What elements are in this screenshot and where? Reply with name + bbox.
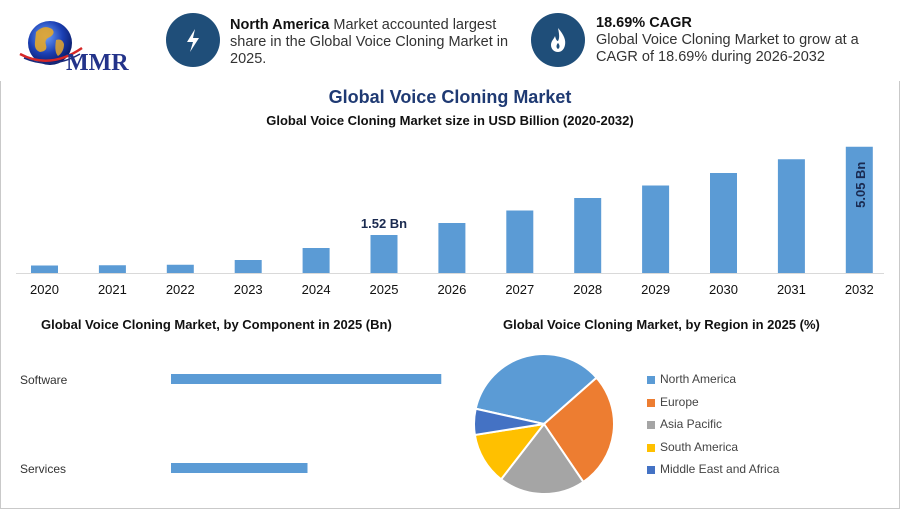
bar-2024 bbox=[302, 248, 330, 273]
x-tick-2021: 2021 bbox=[98, 282, 127, 297]
x-tick-2029: 2029 bbox=[641, 282, 670, 297]
legend-label: Asia Pacific bbox=[660, 417, 723, 431]
x-tick-2026: 2026 bbox=[437, 282, 466, 297]
legend-label: Middle East and Africa bbox=[660, 462, 780, 476]
bar-2022 bbox=[166, 264, 194, 273]
x-tick-2030: 2030 bbox=[709, 282, 738, 297]
category-label-software: Software bbox=[20, 373, 68, 387]
market-size-bar-chart: 2020 2021 2022 2023 2024 2025 1.52 Bn 2026 2027 2… bbox=[16, 146, 884, 297]
flame-icon bbox=[551, 28, 566, 52]
legend-swatch bbox=[647, 443, 655, 452]
mmr-logo: MMR bbox=[14, 10, 144, 76]
highlight2-text: Global Voice Cloning Market to grow at a… bbox=[596, 32, 859, 65]
component-bar-chart: Software Services bbox=[20, 373, 442, 476]
legend-swatch bbox=[647, 376, 655, 384]
bar-2027 bbox=[506, 210, 534, 273]
flame-badge bbox=[531, 13, 585, 67]
cagr-highlight: 18.69% CAGR Global Voice Cloning Market … bbox=[596, 15, 866, 66]
bar-2032 bbox=[845, 146, 873, 273]
logo-text: MMR bbox=[66, 50, 129, 76]
data-label-2025: 1.52 Bn bbox=[361, 216, 407, 231]
bar-chart-title: Global Voice Cloning Market size in USD … bbox=[266, 113, 634, 128]
x-tick-2020: 2020 bbox=[30, 282, 59, 297]
x-tick-2025: 2025 bbox=[370, 282, 399, 297]
north-america-highlight: North America Market accounted largest s… bbox=[230, 17, 510, 68]
legend-swatch bbox=[647, 466, 655, 474]
x-tick-2031: 2031 bbox=[777, 282, 806, 297]
legend-label: Europe bbox=[660, 394, 699, 409]
header-band: MMR North America Market accounted large… bbox=[0, 0, 900, 81]
lightning-icon bbox=[187, 29, 199, 52]
legend-swatch bbox=[647, 398, 655, 407]
legend-label: South America bbox=[660, 439, 739, 454]
x-tick-2024: 2024 bbox=[302, 282, 331, 297]
region-pie-chart bbox=[473, 353, 615, 495]
bar-2020 bbox=[31, 265, 58, 273]
globe-icon bbox=[19, 21, 83, 65]
bar-2023 bbox=[234, 260, 262, 273]
legend-label: North America bbox=[660, 372, 737, 386]
region-chart-title: Global Voice Cloning Market, by Region i… bbox=[503, 317, 820, 332]
pie-slice-north-america bbox=[474, 353, 598, 426]
hbar-software bbox=[171, 374, 442, 384]
category-label-services: Services bbox=[20, 462, 66, 476]
pie-slice-asia-pacific bbox=[499, 422, 585, 495]
bar-2031 bbox=[777, 159, 805, 273]
x-tick-2022: 2022 bbox=[166, 282, 195, 297]
bar-2025 bbox=[370, 235, 398, 273]
pie-slice-europe bbox=[542, 376, 615, 484]
lightning-badge bbox=[166, 13, 220, 67]
bar-2026 bbox=[438, 223, 466, 273]
bar-2029 bbox=[642, 185, 670, 273]
pie-slice-middle-east-and-africa bbox=[473, 407, 545, 437]
hbar-services bbox=[171, 463, 308, 473]
bar-2028 bbox=[574, 198, 602, 273]
data-label-2032: 5.05 Bn bbox=[853, 162, 868, 208]
x-tick-2023: 2023 bbox=[234, 282, 263, 297]
x-tick-2028: 2028 bbox=[573, 282, 602, 297]
page-title: Global Voice Cloning Market bbox=[328, 87, 572, 107]
x-tick-2032: 2032 bbox=[845, 282, 874, 297]
highlight2-bold: 18.69% CAGR bbox=[596, 15, 692, 31]
highlight1-bold: North America bbox=[230, 17, 330, 33]
legend-swatch bbox=[647, 421, 655, 429]
component-chart-title: Global Voice Cloning Market, by Componen… bbox=[41, 317, 392, 332]
highlight1-text: Market accounted largest share in the Gl… bbox=[230, 17, 509, 67]
bar-2021 bbox=[98, 265, 126, 273]
bar-2030 bbox=[710, 173, 737, 273]
x-tick-2027: 2027 bbox=[505, 282, 534, 297]
